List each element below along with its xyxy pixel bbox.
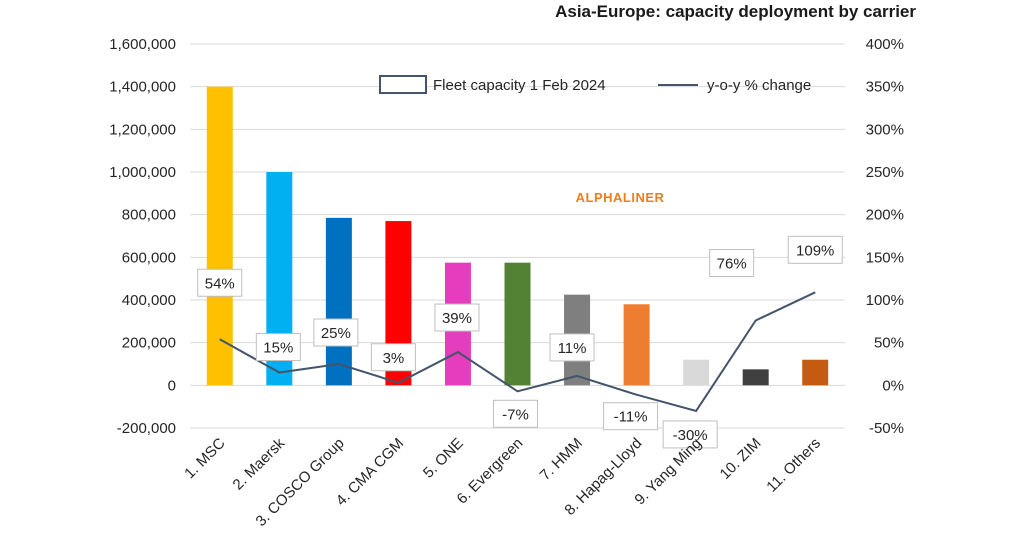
data-label-9: -30% bbox=[662, 420, 718, 449]
data-label-box bbox=[197, 268, 243, 297]
left-axis-tick-label: 1,200,000 bbox=[109, 121, 176, 138]
bar-3 bbox=[325, 217, 352, 386]
left-axis-tick-label: 0 bbox=[168, 377, 176, 394]
data-label-box bbox=[313, 318, 359, 347]
data-label-10: 76% bbox=[709, 248, 755, 277]
data-label-text: -11% bbox=[614, 409, 648, 426]
right-axis-tick-label: 50% bbox=[874, 335, 904, 352]
data-label-text: 11% bbox=[558, 340, 587, 357]
legend-label-bar: Fleet capacity 1 Feb 2024 bbox=[433, 77, 606, 94]
right-axis-tick-label: 100% bbox=[866, 292, 904, 309]
data-label-text: -7% bbox=[502, 406, 529, 423]
left-axis-tick-label: 1,000,000 bbox=[109, 164, 176, 181]
data-label-box bbox=[370, 343, 416, 372]
data-label-box bbox=[603, 402, 659, 431]
line-series bbox=[219, 291, 816, 413]
chart-title: Asia-Europe: capacity deployment by carr… bbox=[555, 2, 916, 21]
data-label-box bbox=[255, 333, 301, 362]
data-label-text: -30% bbox=[673, 427, 708, 444]
data-label-box bbox=[787, 235, 843, 264]
right-axis-tick-label: 150% bbox=[866, 249, 904, 266]
left-axis-tick-label: 1,600,000 bbox=[109, 36, 176, 53]
data-label-11: 109% bbox=[787, 235, 843, 264]
x-axis-label: 1. MSC bbox=[181, 435, 229, 483]
data-label-3: 25% bbox=[313, 318, 359, 347]
data-label-box bbox=[549, 333, 595, 362]
data-label-text: 15% bbox=[263, 340, 293, 357]
data-label-text: 3% bbox=[383, 350, 405, 367]
right-axis-tick-label: 200% bbox=[866, 207, 904, 224]
data-label-box bbox=[662, 420, 718, 449]
right-axis: 400% 350% 300% 250% 200% 150% 100% 50% 0% -50% bbox=[866, 36, 904, 437]
bar-6 bbox=[504, 262, 531, 386]
data-label-4: 3% bbox=[370, 343, 416, 372]
bar-8 bbox=[623, 304, 650, 386]
right-axis-tick-label: 300% bbox=[866, 121, 904, 138]
data-label-box bbox=[493, 399, 538, 428]
legend-label-line: y-o-y % change bbox=[707, 77, 811, 94]
left-axis: 1,600,000 1,400,000 1,200,000 1,000,000 800,… bbox=[109, 36, 176, 437]
yoy-change-line bbox=[219, 291, 816, 413]
left-axis-tick-label: 200,000 bbox=[122, 335, 176, 352]
x-axis-label: 5. ONE bbox=[420, 435, 467, 482]
legend-swatch-bar bbox=[379, 75, 427, 94]
gridlines bbox=[190, 43, 845, 429]
left-axis-tick-label: 600,000 bbox=[122, 249, 176, 266]
x-axis-label: 10. ZIM bbox=[717, 435, 765, 483]
data-label-5: 39% bbox=[434, 303, 480, 332]
data-label-text: 25% bbox=[321, 325, 351, 342]
data-label-2: 15% bbox=[255, 333, 301, 362]
bar-11 bbox=[802, 359, 829, 386]
x-axis-label: 11. Others bbox=[763, 435, 824, 496]
data-label-box bbox=[434, 303, 480, 332]
data-label-7: 11% bbox=[549, 333, 595, 362]
right-axis-tick-label: 400% bbox=[866, 36, 904, 53]
watermark: ALPHALINER bbox=[576, 190, 665, 205]
data-label-1: 54% bbox=[197, 268, 243, 297]
right-axis-tick-label: 250% bbox=[866, 164, 904, 181]
data-label-8: -11% bbox=[603, 402, 659, 431]
legend: Fleet capacity 1 Feb 2024 y-o-y % change bbox=[379, 75, 811, 94]
right-axis-tick-label: 350% bbox=[866, 79, 904, 96]
bar-1 bbox=[206, 86, 233, 386]
data-label-6: -7% bbox=[493, 399, 538, 428]
bar-9 bbox=[683, 359, 710, 386]
left-axis-tick-label: -200,000 bbox=[117, 420, 176, 437]
data-label-box bbox=[709, 248, 755, 277]
left-axis-tick-label: 400,000 bbox=[122, 292, 176, 309]
data-label-text: 76% bbox=[717, 255, 747, 272]
left-axis-tick-label: 800,000 bbox=[122, 207, 176, 224]
data-labels: 54% 15% 25% 3% 39% -7% 11% -11% -30% 76% 109% bbox=[197, 235, 843, 449]
bar-10 bbox=[742, 369, 769, 386]
x-axis-label: 7. HMM bbox=[537, 435, 586, 484]
data-label-text: 109% bbox=[796, 242, 834, 259]
left-axis-tick-label: 1,400,000 bbox=[109, 79, 176, 96]
right-axis-tick-label: 0% bbox=[882, 377, 904, 394]
right-axis-tick-label: -50% bbox=[869, 420, 904, 437]
x-axis-label: 2. Maersk bbox=[230, 434, 289, 493]
data-label-text: 54% bbox=[205, 275, 235, 292]
data-label-text: 39% bbox=[442, 310, 472, 327]
